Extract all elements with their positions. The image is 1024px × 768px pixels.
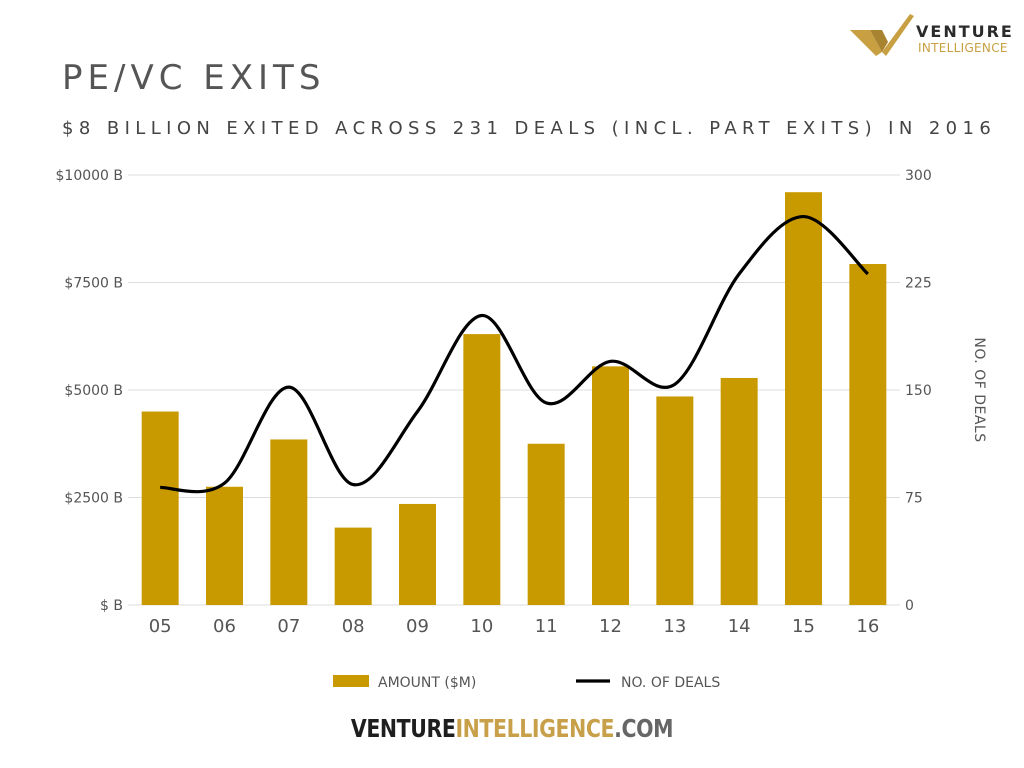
left-axis: $ B $2500 B $5000 B $7500 B $10000 B — [56, 168, 124, 614]
bar-13 — [656, 396, 694, 605]
logo-word-intelligence: INTELLIGENCE — [918, 41, 1008, 55]
x-tick-label: 07 — [277, 616, 300, 637]
y-left-tick-label: $7500 B — [64, 276, 123, 292]
venture-intelligence-logo: VENTURE INTELLIGENCE — [848, 12, 1018, 60]
x-tick-label: 09 — [406, 616, 429, 637]
combo-chart: $ B $2500 B $5000 B $7500 B $10000 B 0 75 150 2… — [56, 168, 988, 691]
grid-lines — [128, 174, 900, 606]
right-axis: 0 75 150 225 300 — [905, 168, 932, 614]
bar-07 — [270, 439, 308, 605]
y-left-tick-label: $10000 B — [56, 168, 124, 184]
bar-series — [141, 192, 887, 605]
bar-10 — [463, 334, 501, 605]
right-axis-title: NO. OF DEALS — [971, 337, 987, 442]
y-left-tick-label: $5000 B — [64, 383, 123, 399]
x-tick-label: 08 — [342, 616, 365, 637]
legend-label-deals: NO. OF DEALS — [621, 675, 720, 691]
x-tick-label: 13 — [663, 616, 686, 637]
x-tick-label: 05 — [149, 616, 172, 637]
x-axis: 05 06 07 08 09 10 11 12 13 14 15 16 — [149, 616, 880, 637]
y-left-tick-label: $ B — [100, 598, 123, 614]
bar-12 — [592, 366, 629, 605]
x-tick-label: 16 — [856, 616, 879, 637]
y-right-tick-label: 75 — [905, 491, 923, 507]
footer-part-intelligence: INTELLIGENCE — [455, 714, 615, 743]
bar-11 — [527, 443, 565, 605]
legend-swatch-amount — [333, 675, 369, 687]
page-subtitle: $8 BILLION EXITED ACROSS 231 DEALS (INCL… — [62, 118, 997, 139]
x-tick-label: 06 — [213, 616, 236, 637]
footer-part-venture: VENTURE — [350, 714, 456, 743]
footer-brand: VENTUREINTELLIGENCE.COM — [92, 714, 932, 743]
deals-line — [160, 214, 869, 494]
legend-label-amount: AMOUNT ($M) — [378, 675, 476, 691]
bar-09 — [399, 503, 436, 605]
logo-chevron-icon — [850, 14, 914, 56]
bar-15 — [785, 192, 822, 605]
bar-08 — [334, 527, 372, 605]
y-right-tick-label: 150 — [905, 383, 932, 399]
x-tick-label: 14 — [728, 616, 751, 637]
x-tick-label: 12 — [599, 616, 622, 637]
x-tick-label: 10 — [470, 616, 493, 637]
y-right-tick-label: 0 — [905, 598, 914, 614]
bar-05 — [141, 411, 179, 605]
y-right-tick-label: 300 — [905, 168, 932, 184]
y-right-tick-label: 225 — [905, 276, 932, 292]
bar-14 — [720, 377, 758, 605]
bar-16 — [849, 264, 887, 605]
legend: AMOUNT ($M) NO. OF DEALS — [333, 675, 720, 691]
x-tick-label: 15 — [792, 616, 815, 637]
footer-part-com: .COM — [614, 714, 674, 743]
page-title: PE/VC EXITS — [62, 58, 326, 98]
logo-word-venture: VENTURE — [916, 22, 1014, 41]
x-tick-label: 11 — [535, 616, 558, 637]
bar-06 — [206, 486, 243, 605]
y-left-tick-label: $2500 B — [64, 491, 123, 507]
